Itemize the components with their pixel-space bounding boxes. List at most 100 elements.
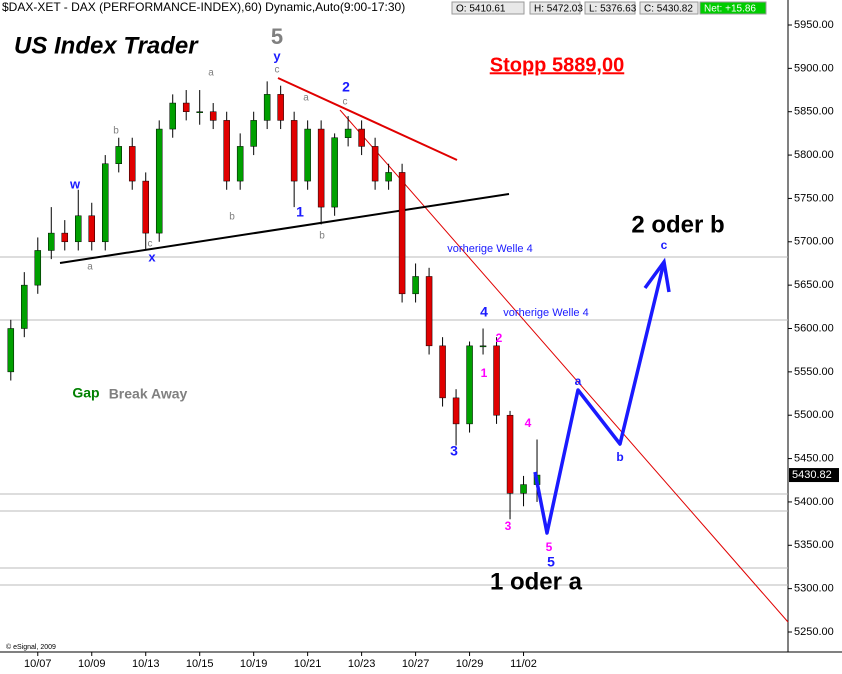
y-tick-label: 5650.00 <box>794 279 834 291</box>
candle-body <box>155 128 163 234</box>
y-tick-label: 5500.00 <box>794 409 834 421</box>
projection-arrow <box>643 257 671 293</box>
annotation: c <box>343 97 348 108</box>
annotation: a <box>303 93 309 104</box>
annotation: vorherige Welle 4 <box>503 307 588 319</box>
annotation: 2 oder b <box>631 211 724 238</box>
quote-box <box>699 1 767 15</box>
annotation: 3 <box>505 519 512 533</box>
annotation: 2 <box>496 331 503 345</box>
candle-body <box>101 163 109 243</box>
annotation: 5 <box>271 24 283 49</box>
x-tick-label: 10/13 <box>132 658 160 670</box>
candle-body <box>142 180 149 234</box>
candle-body <box>34 250 42 286</box>
annotation: 2 <box>342 79 350 95</box>
candle-body <box>7 328 15 373</box>
candle-body <box>115 146 122 164</box>
candle-body <box>317 128 325 208</box>
candle-body <box>128 146 136 182</box>
candle-body <box>398 172 406 295</box>
x-tick-label: 10/09 <box>78 658 106 670</box>
quote-box <box>639 1 699 15</box>
candle-body <box>21 284 28 329</box>
quote-box <box>451 1 525 15</box>
y-tick-label: 5300.00 <box>794 583 834 595</box>
x-tick-label: 10/23 <box>348 658 376 670</box>
quote-value: Net: +15.86 <box>704 4 756 15</box>
annotation: 4 <box>525 416 532 430</box>
candle-body <box>452 397 460 425</box>
candle-body <box>412 276 419 295</box>
quote-value: O: 5410.61 <box>456 4 506 15</box>
projection-path <box>533 261 666 535</box>
y-tick-label: 5350.00 <box>794 539 834 551</box>
candle-body <box>304 128 311 182</box>
candle-body <box>277 94 284 121</box>
copyright: © eSignal, 2009 <box>6 643 56 651</box>
annotation: a <box>208 68 214 79</box>
annotation: a <box>87 262 93 273</box>
y-tick-label: 5750.00 <box>794 192 834 204</box>
quote-box <box>529 1 581 15</box>
annotation: a <box>575 374 582 388</box>
x-tick-label: 10/29 <box>456 658 484 670</box>
y-tick-label: 5950.00 <box>794 19 834 31</box>
candle-body <box>182 102 190 112</box>
annotation: b <box>616 450 623 464</box>
annotation: b <box>113 126 119 137</box>
annotation: w <box>69 176 81 191</box>
x-tick-label: 10/27 <box>402 658 430 670</box>
annotation: 1 oder a <box>490 568 583 595</box>
candle-body <box>479 345 487 348</box>
candle-body <box>331 137 338 208</box>
annotation: c <box>148 239 153 250</box>
annotation: vorherige Welle 4 <box>447 243 532 255</box>
candle-body <box>169 102 176 130</box>
resistance-line <box>277 77 458 161</box>
y-tick-label: 5900.00 <box>794 62 834 74</box>
candle-body <box>290 120 298 182</box>
candle-body <box>439 345 446 399</box>
candle-body <box>466 345 473 425</box>
annotation: b <box>319 231 325 242</box>
y-tick-label: 5550.00 <box>794 366 834 378</box>
annotation: x <box>148 249 156 264</box>
candle-body <box>344 128 352 138</box>
candle-body <box>223 120 230 182</box>
candle-body <box>88 215 96 243</box>
y-tick-label: 5850.00 <box>794 106 834 118</box>
x-tick-label: 10/19 <box>240 658 268 670</box>
annotation: y <box>273 48 281 63</box>
x-tick-label: 10/21 <box>294 658 322 670</box>
annotation: 1 <box>296 204 304 220</box>
y-tick-label: 5600.00 <box>794 322 834 334</box>
x-tick-label: 11/02 <box>510 658 537 670</box>
annotation: US Index Trader <box>14 32 199 59</box>
candle-body <box>263 94 271 121</box>
quote-value: H: 5472.03 <box>534 4 583 15</box>
y-tick-label: 5450.00 <box>794 452 834 464</box>
candle-body <box>236 146 244 182</box>
support-line <box>59 193 510 264</box>
candle-body <box>371 146 379 182</box>
last-price-box <box>789 468 839 483</box>
candle-body <box>506 414 514 494</box>
candle-body <box>209 111 217 121</box>
annotation: c <box>275 65 280 76</box>
trend-line <box>339 109 789 623</box>
annotation: 5 <box>547 554 555 570</box>
candle-body <box>48 232 55 251</box>
x-tick-label: 10/07 <box>24 658 52 670</box>
candle-body <box>493 345 500 416</box>
quote-value: C: 5430.82 <box>644 4 693 15</box>
annotation: c <box>661 238 668 252</box>
annotation: 1 <box>481 366 488 380</box>
annotation: 3 <box>450 443 458 459</box>
candle-body <box>250 120 257 147</box>
annotation: 5 <box>546 540 553 554</box>
last-price-label: 5430.82 <box>792 469 832 481</box>
candle-body <box>520 484 527 494</box>
candle-body <box>75 215 82 243</box>
